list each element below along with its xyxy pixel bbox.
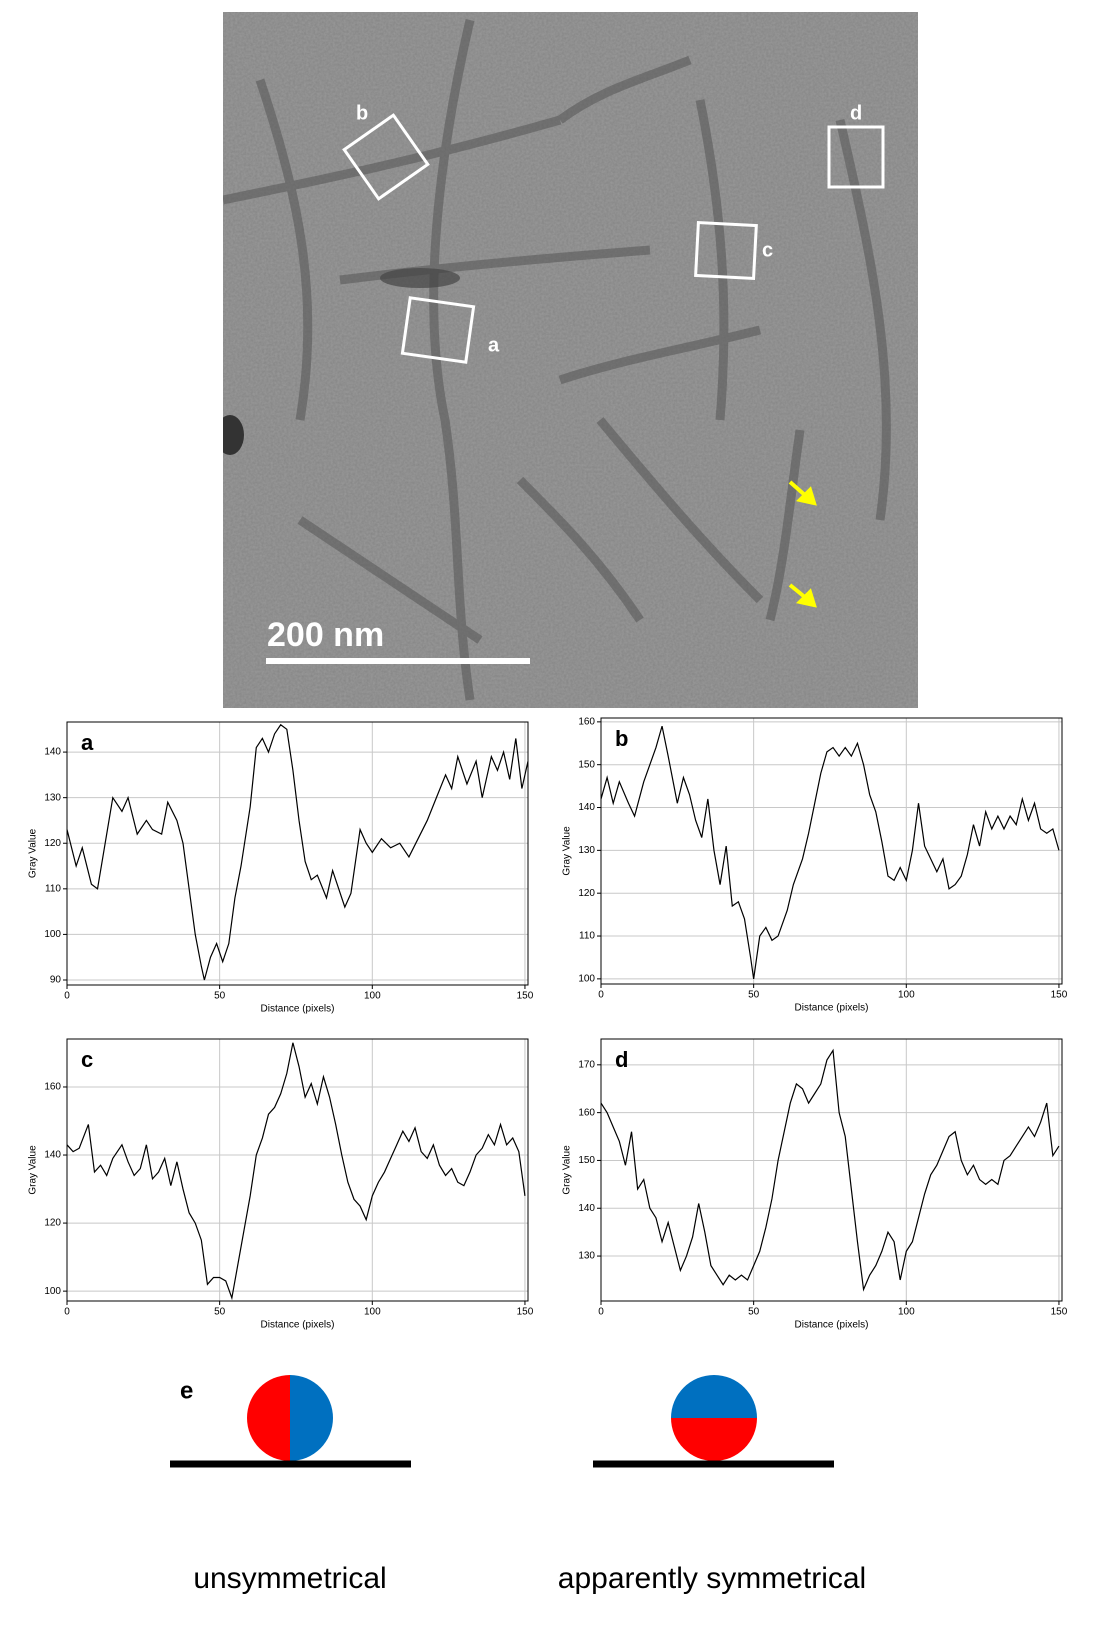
y-tick-label: 130 (578, 845, 595, 856)
y-tick-label: 160 (44, 1082, 61, 1093)
x-tick-label: 50 (748, 990, 760, 1001)
plot-area (67, 1039, 528, 1301)
y-axis-label: Gray Value (28, 828, 39, 878)
y-axis-label: Gray Value (28, 1145, 39, 1195)
y-tick-label: 120 (44, 1218, 61, 1229)
micrograph (223, 12, 918, 708)
profile-line (66, 1042, 526, 1301)
caption: apparently symmetrical (558, 1562, 866, 1595)
half-circle (247, 1375, 290, 1461)
y-tick-label: 140 (44, 747, 61, 758)
roi-label: a (488, 334, 500, 356)
y-tick-label: 110 (45, 883, 61, 894)
roi-box (694, 220, 758, 281)
x-axis-label: Distance (pixels) (795, 1320, 869, 1331)
y-tick-label: 150 (578, 1155, 595, 1166)
plot-frame (66, 721, 529, 986)
panel-label: c (81, 1047, 93, 1072)
half-circle (290, 1375, 333, 1461)
profile-line (600, 1048, 1060, 1292)
roi-label: b (356, 102, 368, 124)
x-tick-label: 150 (1051, 990, 1068, 1001)
x-axis-label: Distance (pixels) (795, 1003, 869, 1014)
y-tick-label: 110 (579, 931, 595, 942)
x-tick-label: 100 (898, 1307, 915, 1318)
panel-e: e unsymmetrical apparently symmetrical (170, 1375, 866, 1595)
plot-area (601, 718, 1062, 984)
panel-label: a (81, 730, 94, 755)
x-axis-label: Distance (pixels) (261, 1320, 335, 1331)
y-tick-label: 120 (578, 888, 595, 899)
plot-area (601, 1039, 1062, 1301)
chart: 130 140 150 160 170 0 50 100 150 d Distance (pixel… (562, 1038, 1068, 1331)
roi-label: c (762, 239, 773, 261)
y-axis-label: Gray Value (562, 1145, 573, 1195)
x-tick-label: 0 (64, 1307, 70, 1318)
caption: unsymmetrical (193, 1562, 386, 1595)
panel-label: d (615, 1047, 628, 1072)
plot-frame (600, 717, 1063, 985)
x-tick-label: 50 (214, 1307, 226, 1318)
x-tick-label: 50 (214, 991, 226, 1002)
half-circle (671, 1375, 757, 1418)
plot-frame (600, 1038, 1063, 1302)
roi-box (827, 125, 885, 189)
chart: 90 100 110 120 130 140 0 50 100 150 a Distance (pix… (28, 721, 534, 1015)
profile-line (66, 723, 529, 981)
half-circle (671, 1418, 757, 1461)
y-tick-label: 140 (44, 1150, 61, 1161)
x-tick-label: 0 (598, 1307, 604, 1318)
x-tick-label: 150 (517, 1307, 534, 1318)
y-tick-label: 150 (578, 759, 595, 770)
y-tick-label: 130 (44, 792, 61, 803)
scale-bar-label: 200 nm (267, 616, 384, 654)
x-axis-label: Distance (pixels) (261, 1004, 335, 1015)
x-tick-label: 0 (598, 990, 604, 1001)
y-tick-label: 160 (578, 1107, 595, 1118)
y-tick-label: 120 (44, 838, 61, 849)
y-tick-label: 170 (578, 1059, 595, 1070)
y-tick-label: 160 (578, 716, 595, 727)
panel-label: e (180, 1377, 193, 1404)
chart: 100 110 120 130 140 150 160 0 50 100 150 b Distance … (562, 716, 1068, 1013)
y-tick-label: 130 (578, 1251, 595, 1262)
roi-box (342, 113, 430, 201)
y-axis-label: Gray Value (562, 826, 573, 876)
chart: 100 120 140 160 0 50 100 150 c Distance (pixels) G… (28, 1038, 534, 1331)
y-tick-label: 140 (578, 1203, 595, 1214)
y-tick-label: 100 (578, 974, 595, 985)
x-tick-label: 100 (364, 1307, 381, 1318)
y-tick-label: 90 (50, 975, 62, 986)
x-tick-label: 150 (517, 991, 534, 1002)
roi-box (400, 296, 476, 364)
x-tick-label: 100 (898, 990, 915, 1001)
y-tick-label: 140 (578, 802, 595, 813)
x-tick-label: 150 (1051, 1307, 1068, 1318)
x-tick-label: 50 (748, 1307, 760, 1318)
y-tick-label: 100 (44, 1286, 61, 1297)
arrows (788, 480, 817, 608)
profile-line (600, 725, 1060, 979)
x-tick-label: 0 (64, 991, 70, 1002)
plot-area (67, 722, 528, 985)
profile-charts: 90 100 110 120 130 140 0 50 100 150 a Distance (pix… (28, 716, 1068, 1330)
plot-frame (66, 1038, 529, 1302)
panel-label: b (615, 726, 628, 751)
roi-boxes (342, 113, 885, 364)
x-tick-label: 100 (364, 991, 381, 1002)
roi-label: d (850, 102, 862, 124)
y-tick-label: 100 (44, 929, 61, 940)
